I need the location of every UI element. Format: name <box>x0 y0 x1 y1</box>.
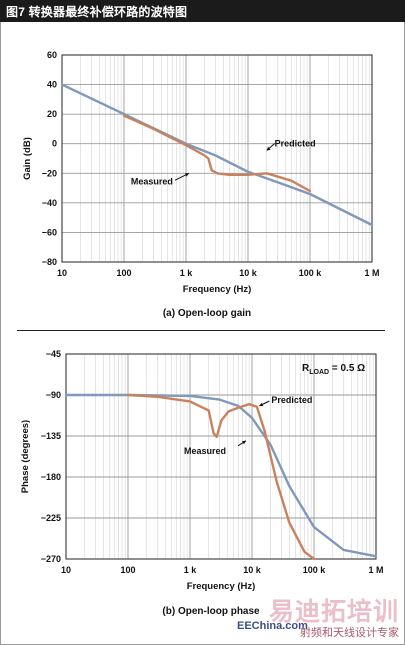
annotation-label: Measured <box>184 446 226 456</box>
y-axis-label: Phase (degrees) <box>20 420 31 493</box>
rload-value: = 0.5 Ω <box>329 363 365 374</box>
x-tick-label: 10 k <box>243 565 262 575</box>
annotation-arrowhead <box>242 440 246 445</box>
x-tick-label: 100 <box>116 268 131 278</box>
annotation-label: Predicted <box>271 395 312 405</box>
y-tick-label: −270 <box>41 554 61 564</box>
y-tick-label: −60 <box>42 227 57 237</box>
annotation-arrowhead <box>259 402 264 407</box>
plot-area <box>66 354 376 559</box>
x-tick-label: 1 M <box>364 268 379 278</box>
x-tick-label: 10 <box>61 565 71 575</box>
annotation-label: Predicted <box>275 139 316 149</box>
annotation-arrowhead <box>184 173 189 177</box>
x-tick-label: 1 M <box>368 565 383 575</box>
x-tick-label: 1 k <box>184 565 198 575</box>
y-tick-label: −180 <box>41 472 61 482</box>
figure-title: 图7 转换器最终补偿环路的波特图 <box>6 5 188 19</box>
rload-symbol: R <box>302 363 310 374</box>
y-axis-label: Gain (dB) <box>22 137 33 180</box>
x-tick-label: 10 k <box>239 268 258 278</box>
title-bar: 图7 转换器最终补偿环路的波特图 <box>0 0 405 22</box>
y-tick-label: 20 <box>47 109 57 119</box>
y-tick-label: −80 <box>42 257 57 267</box>
plot-border <box>65 353 377 560</box>
section-divider <box>17 330 385 331</box>
rload-label: RLOAD = 0.5 Ω <box>302 363 365 376</box>
annotation-arrowhead <box>266 146 271 151</box>
gain-chart: 10 100 1 k 10 k 100 k 1 M −80 −60 −40 −20 0 20 40 60 P… <box>22 50 380 319</box>
rload-subscript: LOAD <box>309 369 329 376</box>
y-tick-label: −40 <box>42 198 57 208</box>
y-tick-label: 60 <box>47 50 57 60</box>
watermark: 易迪拓培训 EEChina.com 射频和天线设计专家 <box>237 592 399 642</box>
x-tick-label: 100 k <box>299 268 323 278</box>
plot-border <box>61 54 373 263</box>
y-tick-label: −90 <box>46 390 61 400</box>
plot-area <box>62 55 372 262</box>
y-tick-label: 40 <box>47 80 57 90</box>
chart-caption: (b) Open-loop phase <box>162 606 260 617</box>
watermark-site: EEChina.com <box>237 620 308 632</box>
y-tick-label: −20 <box>42 168 57 178</box>
chart-caption: (a) Open-loop gain <box>163 308 251 319</box>
x-tick-label: 100 <box>120 565 135 575</box>
x-tick-label: 1 k <box>180 268 194 278</box>
watermark-brand: 易迪拓培训 <box>268 598 399 626</box>
series-line-predicted <box>64 393 378 558</box>
x-axis-label: Frequency (Hz) <box>187 581 256 592</box>
y-tick-label: −45 <box>46 349 61 359</box>
x-tick-label: 100 k <box>303 565 327 575</box>
y-tick-label: 0 <box>52 139 57 149</box>
x-tick-label: 10 <box>57 268 67 278</box>
annotation-label: Measured <box>131 176 173 186</box>
series-line-measured <box>126 393 316 561</box>
watermark-tagline: 射频和天线设计专家 <box>300 627 399 639</box>
y-tick-label: −225 <box>41 513 61 523</box>
series-line-measured <box>122 114 312 193</box>
x-axis-label: Frequency (Hz) <box>183 284 252 295</box>
y-tick-label: −135 <box>41 431 61 441</box>
